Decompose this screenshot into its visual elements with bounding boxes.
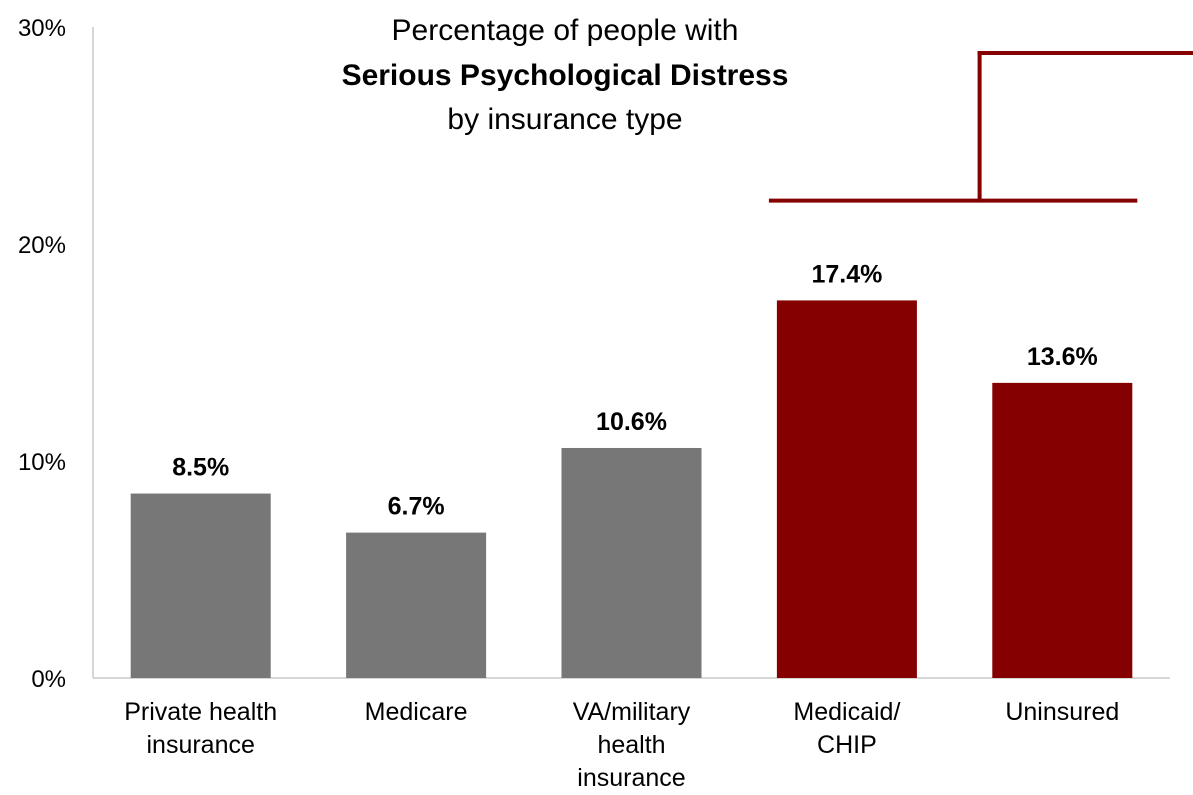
x-tick-label: Medicare: [365, 698, 468, 726]
bar-value-label: 6.7%: [388, 493, 445, 521]
x-tick-label: Medicaid/CHIP: [793, 698, 900, 759]
bar-value-label: 17.4%: [811, 260, 882, 288]
bars-layer: [130, 300, 1133, 678]
axes-layer: 0% 10% 20% 30%: [18, 15, 1170, 693]
bar: [130, 493, 271, 678]
bar-value-label: 10.6%: [596, 408, 667, 436]
x-tick-label-line: CHIP: [817, 731, 877, 759]
y-tick-label: 0%: [31, 666, 66, 693]
bar: [561, 447, 702, 678]
y-tick-label: 30%: [18, 15, 66, 42]
x-tick-label-line: insurance: [577, 764, 685, 790]
x-tick-label-line: Uninsured: [1005, 698, 1119, 726]
y-tick-label: 10%: [18, 449, 66, 476]
x-tick-label-line: insurance: [146, 731, 254, 759]
chart-title-line-2: Serious Psychological Distress: [342, 59, 789, 92]
chart-title-line-3: by insurance type: [447, 103, 682, 136]
chart-title-line-1: Percentage of people with: [392, 14, 739, 47]
x-tick-label-line: Private health: [124, 698, 277, 726]
y-tick-label: 20%: [18, 232, 66, 259]
x-tick-label: Uninsured: [1005, 698, 1119, 726]
x-tick-label: Private health insurance: [124, 698, 277, 759]
bar-value-label: 8.5%: [172, 454, 229, 482]
x-tick-label-line: Medicaid/: [793, 698, 900, 726]
x-tick-label-line: Medicare: [365, 698, 468, 726]
highlight-bracket: [768, 51, 1193, 203]
bar-value-label: 13.6%: [1027, 343, 1098, 371]
bar: [346, 532, 487, 678]
labels-layer: 8.5% Private health insurance 6.7% Medicare 1…: [124, 260, 1119, 792]
x-tick-label-line: VA/military: [573, 698, 691, 726]
x-tick-label: VA/military health insurance: [573, 698, 691, 790]
bar: [776, 300, 917, 678]
x-tick-label-line: health: [597, 731, 665, 759]
chart-title: Percentage of people with Serious Psycho…: [342, 14, 789, 136]
bar: [992, 382, 1133, 678]
